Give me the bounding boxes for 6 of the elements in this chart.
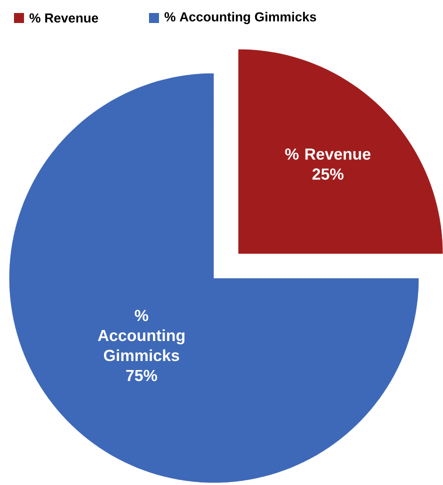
- data-label: 75%: [126, 370, 157, 382]
- slice-label: % Revenue: [285, 148, 370, 160]
- slice-label: % Accounting Gimmicks: [98, 310, 184, 362]
- data-label: 25%: [312, 168, 344, 180]
- legend-label: % Accounting Gimmicks: [164, 12, 316, 24]
- legend-label: % Revenue: [29, 13, 98, 23]
